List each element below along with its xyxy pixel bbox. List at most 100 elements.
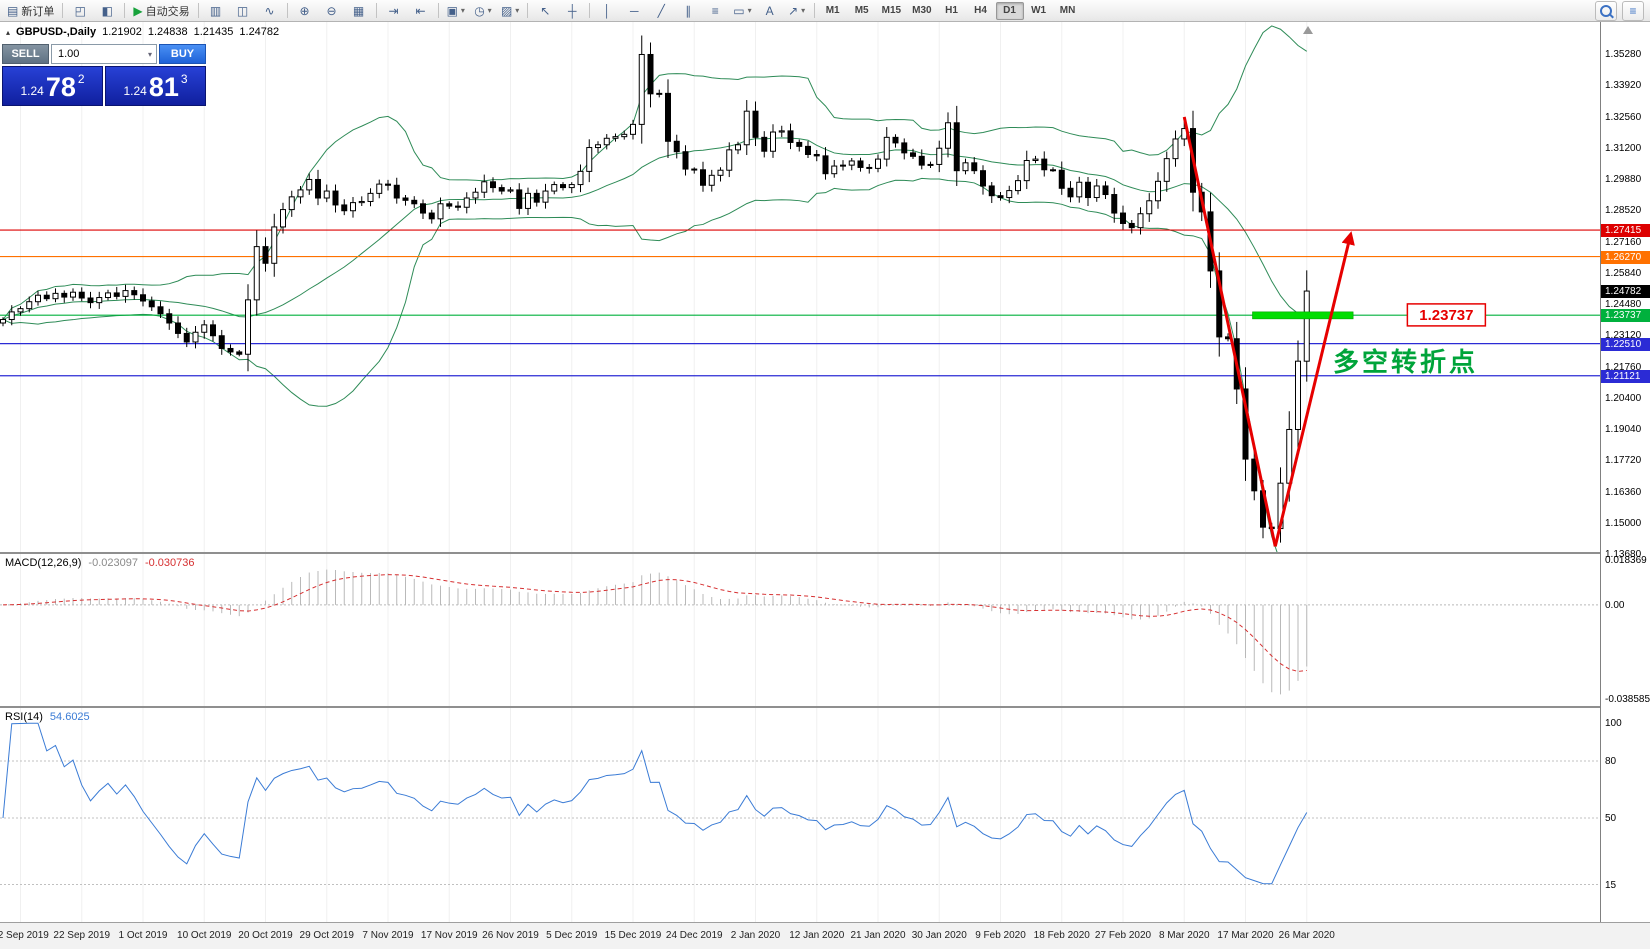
candle (157, 306, 164, 315)
candle (542, 190, 549, 203)
bar-chart-icon[interactable]: ▥ (203, 1, 229, 21)
chart-info: ▴ GBPUSD-,Daily 1.21902 1.24838 1.21435 … (6, 26, 279, 38)
chevron-down-icon[interactable]: ▾ (487, 6, 492, 15)
crosshair-icon: ┼ (568, 3, 577, 18)
tf-m1[interactable]: M1 (819, 2, 847, 20)
chevron-down-icon[interactable]: ▾ (747, 6, 752, 15)
macd-panel[interactable] (0, 554, 1600, 706)
date-label: 24 Dec 2019 (665, 930, 723, 941)
market-watch-icon[interactable]: ◰ (67, 1, 93, 21)
buy-price-tile[interactable]: 1.24 81 3 (105, 66, 206, 106)
channel-icon[interactable]: ∥ (675, 1, 701, 21)
arrow-tool-icon: ↗ (788, 3, 799, 18)
new-order-button[interactable]: ▤ 新订单 (3, 1, 58, 21)
price-axis[interactable]: 1.35280 1.33920 1.32560 1.31200 1.29880 1.285… (1600, 22, 1650, 922)
candlesticks (0, 35, 1310, 543)
period-icon[interactable]: ◷ ▾ (470, 1, 496, 21)
tf-mn-label: MN (1059, 5, 1076, 16)
horizontal-line-icon[interactable]: ─ (621, 1, 647, 21)
text-label-icon[interactable]: A (757, 1, 783, 21)
rsi-label: RSI(14) 54.6025 (5, 711, 90, 723)
new-chart-icon[interactable]: ▣ ▾ (443, 1, 469, 21)
candle (778, 130, 785, 133)
navigator-icon[interactable]: ◧ (94, 1, 120, 21)
candle (805, 145, 811, 155)
zoom-out-icon: ⊖ (326, 3, 337, 18)
chart-shift-icon[interactable]: ⇤ (408, 1, 434, 21)
candle (796, 141, 803, 147)
axis-label: 1.28520 (1605, 205, 1642, 217)
sell-price-tile[interactable]: 1.24 78 2 (2, 66, 103, 106)
autotrading-button[interactable]: ▶ 自动交易 (129, 1, 193, 21)
rsi-panel[interactable] (0, 708, 1600, 922)
axis-label: 1.24480 (1605, 299, 1642, 310)
tf-m30[interactable]: M30 (907, 2, 936, 20)
rsi-axis-label: 100 (1605, 718, 1622, 729)
tf-m15[interactable]: M15 (877, 2, 906, 20)
zoom-in-icon[interactable]: ⊕ (292, 1, 318, 21)
candle (1295, 360, 1301, 430)
shapes-icon[interactable]: ▭ ▾ (729, 1, 755, 21)
candle (761, 136, 768, 152)
candle (708, 174, 715, 186)
volume-input[interactable] (56, 47, 148, 61)
tf-mn[interactable]: MN (1054, 2, 1082, 20)
axis-label: 1.27160 (1605, 236, 1642, 248)
rsi-axis-label: 80 (1605, 756, 1617, 767)
chevron-down-icon[interactable]: ▾ (801, 6, 806, 15)
candle (17, 308, 24, 313)
zoom-out-icon[interactable]: ⊖ (319, 1, 345, 21)
tf-d1[interactable]: D1 (995, 1, 1024, 20)
candle (1163, 158, 1170, 182)
tile-windows-icon[interactable]: ▦ (346, 1, 372, 21)
tf-h4[interactable]: H4 (967, 2, 995, 20)
search-button[interactable] (1595, 0, 1617, 21)
vertical-line-icon[interactable]: │ (594, 1, 620, 21)
candle (752, 110, 759, 138)
candle (271, 226, 278, 264)
candle (210, 324, 216, 337)
macd-signal-line (2, 574, 1307, 672)
chevron-down-icon[interactable]: ▾ (515, 6, 520, 15)
fibonacci-icon[interactable]: ≡ (702, 1, 728, 21)
high-value: 1.24838 (147, 26, 188, 38)
volume-dropdown-icon[interactable]: ▾ (147, 49, 152, 59)
menu-button[interactable]: ≡ (1622, 0, 1644, 21)
tf-w1[interactable]: W1 (1025, 2, 1053, 20)
cursor-icon[interactable]: ↖ (532, 1, 558, 21)
candle (288, 196, 295, 211)
candle (857, 160, 864, 168)
template-icon[interactable]: ▨ ▾ (497, 1, 523, 21)
date-label: 27 Feb 2020 (1094, 930, 1152, 941)
tf-m5[interactable]: M5 (848, 2, 876, 20)
candle (848, 160, 855, 166)
axis-label: 1.33920 (1605, 80, 1642, 92)
line-chart-icon[interactable]: ∿ (257, 1, 283, 21)
candle (498, 187, 505, 192)
auto-scroll-icon[interactable]: ⇥ (381, 1, 407, 21)
candlestick-icon[interactable]: ◫ (230, 1, 256, 21)
macd-main-value: -0.023097 (88, 557, 138, 569)
candle (481, 181, 488, 193)
sell-button[interactable]: SELL (2, 44, 49, 64)
date-axis[interactable]: 12 Sep 2019 22 Sep 2019 1 Oct 2019 10 Oct 2… (0, 922, 1650, 949)
crosshair-icon[interactable]: ┼ (559, 1, 585, 21)
candle (87, 297, 94, 304)
macd-name: MACD(12,26,9) (5, 557, 82, 569)
main-chart[interactable]: 1.23737 多空转折点 (0, 22, 1600, 552)
arrow-tool-icon[interactable]: ↗ ▾ (784, 1, 810, 21)
toolbar-separator (62, 3, 64, 18)
candle (822, 155, 829, 175)
horizontal-line-icon: ─ (630, 3, 639, 18)
tf-h1[interactable]: H1 (938, 2, 966, 20)
drawings[interactable]: 1.23737 多空转折点 (1182, 116, 1487, 547)
buy-button[interactable]: BUY (159, 44, 206, 64)
candle (612, 136, 619, 139)
axis-label: 1.23120 (1605, 330, 1642, 342)
candle (192, 331, 199, 343)
chevron-down-icon[interactable]: ▾ (460, 6, 465, 15)
candle (770, 131, 776, 152)
volume-field[interactable]: ▾ (51, 44, 157, 64)
candle (1006, 190, 1013, 199)
trendline-icon[interactable]: ╱ (648, 1, 674, 21)
